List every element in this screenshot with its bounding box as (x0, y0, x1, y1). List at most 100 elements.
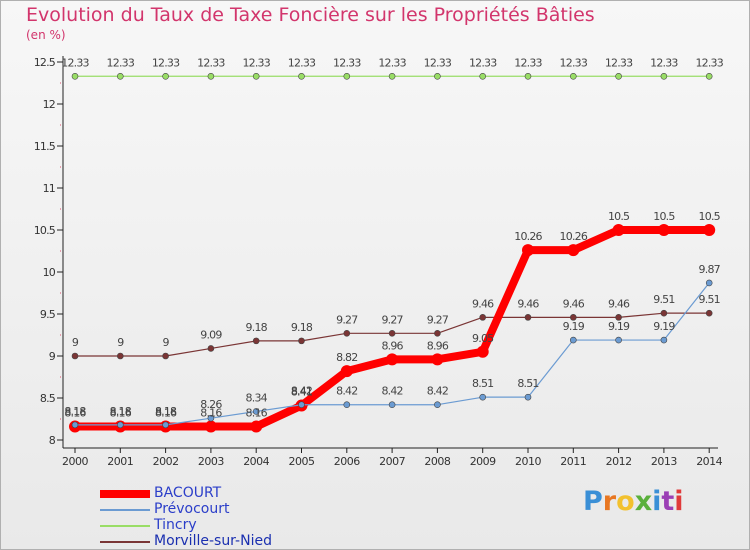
legend-swatch (100, 509, 150, 511)
data-label-bacourt: 9.05 (472, 332, 494, 345)
data-label-morville-sur-nied: 9.46 (472, 297, 494, 310)
legend-swatch (100, 525, 150, 527)
legend-item-morville-sur-nied: Morville-sur-Nied (100, 533, 340, 550)
data-label-pr-vocourt: 8.42 (336, 385, 357, 398)
data-label-pr-vocourt: 8.18 (110, 405, 132, 418)
data-point-tincry (343, 72, 351, 80)
data-label-pr-vocourt: 8.42 (291, 385, 312, 398)
logo-letter: t (661, 486, 675, 517)
data-point-pr-vocourt (117, 421, 124, 429)
data-label-pr-vocourt: 9.19 (608, 320, 630, 333)
data-point-morville-sur-nied (162, 352, 169, 360)
x-tick-label: 2004 (243, 455, 269, 468)
data-label-pr-vocourt: 8.18 (155, 405, 177, 418)
x-tick-label: 2006 (334, 455, 360, 468)
legend-swatch (100, 541, 150, 543)
data-label-pr-vocourt: 9.19 (563, 320, 585, 333)
data-label-pr-vocourt: 8.51 (517, 377, 538, 390)
data-label-bacourt: 8.16 (64, 407, 86, 420)
data-label-bacourt: 8.16 (110, 407, 132, 420)
y-tick-label: 12.5 (34, 56, 56, 69)
x-tick-label: 2009 (470, 455, 496, 468)
y-tick-label: 9 (49, 350, 56, 363)
data-point-tincry (388, 72, 396, 80)
data-point-morville-sur-nied (343, 330, 351, 337)
data-point-tincry (569, 72, 577, 80)
y-tick-label: 12 (43, 98, 55, 111)
data-label-pr-vocourt: 8.18 (64, 405, 86, 418)
data-label-pr-vocourt: 8.42 (427, 385, 448, 398)
data-label-bacourt: 10.5 (653, 210, 675, 223)
data-label-tincry: 12.33 (288, 56, 316, 69)
x-tick-label: 2003 (198, 455, 224, 468)
data-label-morville-sur-nied: 9.51 (699, 293, 720, 306)
data-point-bacourt (522, 244, 534, 257)
data-label-tincry: 12.33 (61, 56, 89, 69)
legend-item-tincry: Tincry (100, 517, 340, 534)
data-point-tincry (660, 72, 668, 80)
data-point-pr-vocourt (705, 279, 713, 287)
data-point-pr-vocourt (660, 336, 668, 344)
data-label-bacourt: 8.82 (336, 351, 357, 364)
data-point-morville-sur-nied (524, 314, 532, 321)
data-point-tincry (71, 72, 79, 80)
chart-title: Evolution du Taux de Taxe Foncière sur l… (26, 4, 595, 26)
y-tick-label: 10.5 (34, 224, 56, 237)
data-label-morville-sur-nied: 9.46 (563, 297, 585, 310)
data-point-morville-sur-nied (117, 352, 124, 360)
data-point-bacourt (476, 345, 489, 358)
data-point-tincry (207, 72, 215, 80)
data-label-pr-vocourt: 8.42 (381, 385, 402, 398)
data-label-morville-sur-nied: 9.27 (381, 313, 403, 326)
data-label-bacourt: 8.16 (246, 407, 268, 420)
legend: BACOURT Prévocourt Tincry Morville-sur-Nied (100, 485, 340, 550)
legend-label: Tincry (154, 517, 197, 533)
data-label-tincry: 12.33 (333, 56, 361, 69)
data-label-bacourt: 8.96 (427, 339, 449, 352)
data-label-morville-sur-nied: 9.46 (517, 297, 539, 310)
data-point-bacourt (250, 420, 263, 433)
data-label-tincry: 12.33 (107, 56, 135, 69)
y-tick-label: 10 (43, 266, 56, 279)
data-point-tincry (615, 72, 622, 80)
legend-swatch (100, 490, 150, 498)
data-point-morville-sur-nied (479, 314, 487, 321)
x-tick-label: 2008 (424, 455, 450, 468)
proxiti-logo: Proxiti (583, 486, 684, 517)
logo-letter: x (634, 486, 653, 517)
data-point-morville-sur-nied (298, 337, 305, 345)
data-point-morville-sur-nied (660, 309, 668, 317)
data-label-morville-sur-nied: 9.18 (291, 321, 313, 334)
data-label-bacourt: 10.5 (608, 210, 630, 223)
data-label-morville-sur-nied: 9.27 (336, 313, 358, 326)
y-tick-label: 8.5 (40, 392, 56, 405)
data-point-pr-vocourt (298, 401, 305, 409)
x-tick-label: 2002 (153, 455, 179, 468)
data-label-tincry: 12.33 (695, 56, 723, 69)
data-label-morville-sur-nied: 9 (72, 336, 79, 349)
legend-label: Prévocourt (154, 501, 230, 517)
data-point-tincry (524, 72, 532, 80)
data-point-pr-vocourt (343, 401, 351, 409)
x-tick-label: 2001 (107, 455, 133, 468)
data-point-morville-sur-nied (615, 314, 622, 321)
legend-label: Morville-sur-Nied (154, 533, 272, 549)
y-tick-label: 9.5 (40, 308, 56, 321)
x-tick-label: 2010 (515, 455, 541, 468)
data-point-tincry (117, 72, 124, 80)
data-point-bacourt (340, 365, 353, 378)
data-point-tincry (252, 72, 260, 80)
logo-letter: r (602, 486, 617, 517)
y-tick-label: 8 (49, 434, 56, 447)
data-point-pr-vocourt (569, 336, 577, 344)
data-label-tincry: 12.33 (152, 56, 180, 69)
data-point-pr-vocourt (615, 336, 622, 344)
data-point-bacourt (703, 224, 716, 236)
data-label-pr-vocourt: 8.26 (200, 398, 222, 411)
y-tick-label: 11 (43, 182, 55, 195)
data-label-tincry: 12.33 (650, 56, 678, 69)
data-point-tincry (162, 72, 169, 80)
data-label-bacourt: 8.96 (381, 339, 403, 352)
data-label-bacourt: 10.5 (699, 210, 721, 223)
